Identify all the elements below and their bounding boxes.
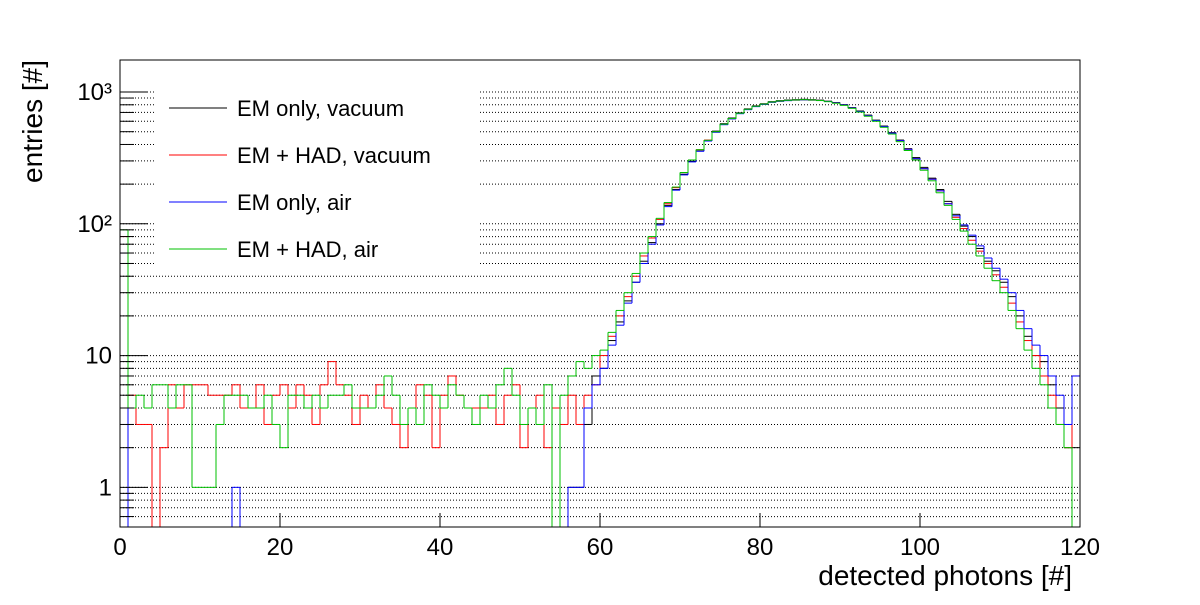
x-tick-label: 40 [427, 534, 454, 561]
legend-label: EM + HAD, air [237, 237, 378, 262]
legend-label: EM only, vacuum [237, 96, 404, 121]
y-tick-label: 10² [77, 211, 112, 238]
x-tick-label: 120 [1060, 534, 1100, 561]
x-tick-label: 60 [587, 534, 614, 561]
y-tick-label: 10³ [77, 79, 112, 106]
legend-label: EM only, air [237, 190, 352, 215]
axes: 1 10 10² 10³ 0 20 40 60 80 100 120 [77, 79, 1100, 561]
x-tick-label: 0 [113, 534, 126, 561]
legend-box [155, 85, 480, 265]
y-tick-label: 1 [99, 474, 112, 501]
legend: EM only, vacuum EM + HAD, vacuum EM only, … [155, 85, 480, 265]
x-tick-label: 100 [900, 534, 940, 561]
x-axis-title: detected photons [#] [818, 560, 1072, 591]
legend-label: EM + HAD, vacuum [237, 143, 431, 168]
y-tick-label: 10 [85, 343, 112, 370]
x-tick-label: 20 [267, 534, 294, 561]
histogram-series [120, 99, 1080, 528]
x-tick-label: 80 [747, 534, 774, 561]
y-axis-title: entries [#] [17, 60, 48, 183]
